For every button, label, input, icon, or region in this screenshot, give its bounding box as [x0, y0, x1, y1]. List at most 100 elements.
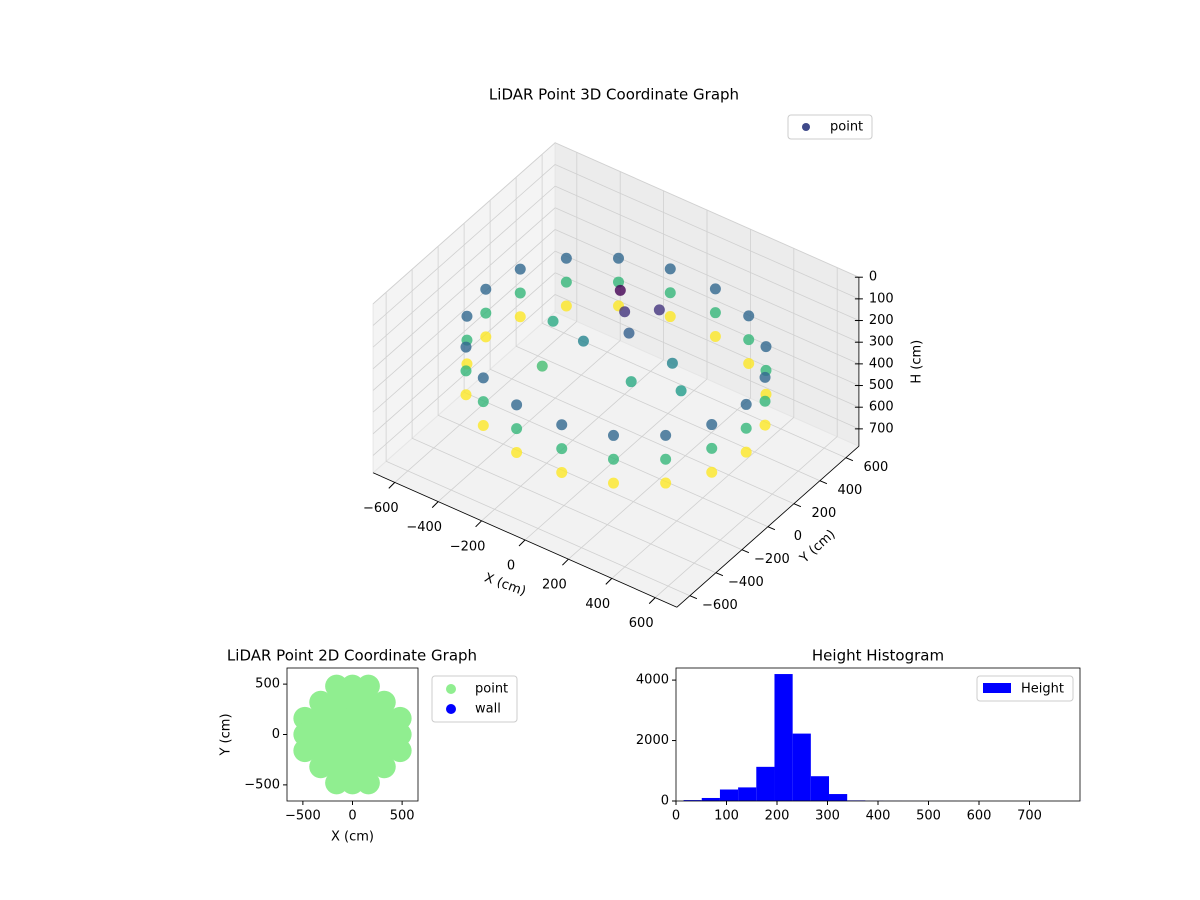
y-tick [715, 572, 724, 577]
plot-area [293, 674, 412, 795]
point [477, 420, 489, 431]
grid-line [372, 229, 556, 391]
x-tick [475, 520, 482, 528]
y-tick [741, 549, 750, 554]
x-tick-label: −200 [450, 539, 486, 554]
point [372, 690, 396, 714]
point [341, 690, 364, 714]
x-tick-label: 700 [1017, 809, 1042, 824]
chart-title: Height Histogram [812, 647, 944, 665]
z-tick-label: 500 [869, 378, 894, 393]
grid-line [554, 250, 860, 386]
point [480, 283, 492, 295]
point [619, 306, 631, 318]
point [480, 331, 492, 343]
y-tick-label: 2000 [636, 733, 669, 748]
point [759, 371, 771, 383]
legend-label: Height [1021, 682, 1064, 697]
grid-line [554, 185, 860, 321]
x-tick-label: 100 [714, 809, 739, 824]
x-tick-label: 600 [629, 616, 654, 631]
point [372, 755, 396, 779]
point [556, 466, 568, 478]
x-tick-label: 500 [916, 809, 941, 824]
x-tick-label: 200 [765, 809, 790, 824]
point [480, 307, 492, 319]
x-tick [648, 597, 656, 604]
y-tick [845, 457, 854, 462]
point [356, 755, 380, 779]
point [556, 419, 568, 431]
point [460, 389, 472, 401]
point [356, 771, 380, 795]
grid-line [372, 272, 556, 435]
z-tick-label: 400 [869, 356, 894, 371]
bar [829, 794, 848, 801]
legend-box [976, 675, 1074, 702]
x-tick [431, 501, 439, 508]
grid-line [489, 368, 795, 505]
point [309, 706, 333, 730]
x-tick-label: 200 [542, 578, 567, 593]
point [341, 739, 364, 763]
point [743, 358, 755, 369]
x-tick-label: 0 [507, 559, 515, 574]
point [309, 690, 333, 714]
legend-box [787, 114, 873, 140]
point [356, 674, 380, 698]
point [325, 690, 349, 714]
point [623, 327, 635, 339]
point [706, 466, 718, 478]
point [356, 690, 380, 714]
point [388, 706, 412, 730]
z-tick-label: 600 [869, 400, 894, 415]
point [547, 315, 559, 327]
point [664, 263, 676, 275]
point [740, 422, 752, 434]
z-tick-label: 200 [869, 313, 894, 328]
legend-marker [802, 123, 810, 131]
point [341, 674, 364, 698]
y-tick [793, 503, 802, 508]
grid-line [554, 294, 860, 430]
point [608, 477, 619, 489]
point [536, 360, 548, 372]
z-tick-label: 0 [869, 270, 877, 285]
x-tick-label: 0 [672, 809, 680, 824]
point [460, 341, 472, 353]
legend-label: wall [475, 702, 501, 717]
point [675, 385, 687, 397]
x-tick-label: −600 [363, 501, 399, 516]
point [613, 276, 624, 288]
point [743, 334, 755, 346]
point [577, 335, 589, 347]
x-tick-label: −400 [406, 520, 442, 535]
grid-line [554, 142, 860, 278]
grid-line [411, 437, 717, 574]
x-tick-label: 300 [815, 809, 840, 824]
y-tick-label: 0 [661, 794, 669, 809]
bar [774, 674, 793, 801]
y-tick [689, 595, 698, 600]
x-tick [518, 539, 526, 547]
x-tick [388, 482, 396, 489]
y-tick-label: −600 [702, 598, 738, 613]
point [460, 365, 472, 377]
bar [738, 787, 757, 801]
bar [683, 800, 702, 801]
grid-line [372, 164, 556, 326]
point [709, 331, 721, 343]
legend-marker [446, 704, 456, 714]
point [514, 287, 526, 299]
bar [756, 766, 775, 801]
point [511, 446, 523, 458]
point [760, 341, 772, 353]
y-tick [819, 480, 828, 485]
point [514, 263, 526, 275]
point [477, 396, 489, 408]
point [325, 674, 349, 698]
legend-label: point [475, 682, 508, 697]
point [560, 252, 572, 264]
point [759, 419, 771, 431]
point [325, 723, 349, 746]
